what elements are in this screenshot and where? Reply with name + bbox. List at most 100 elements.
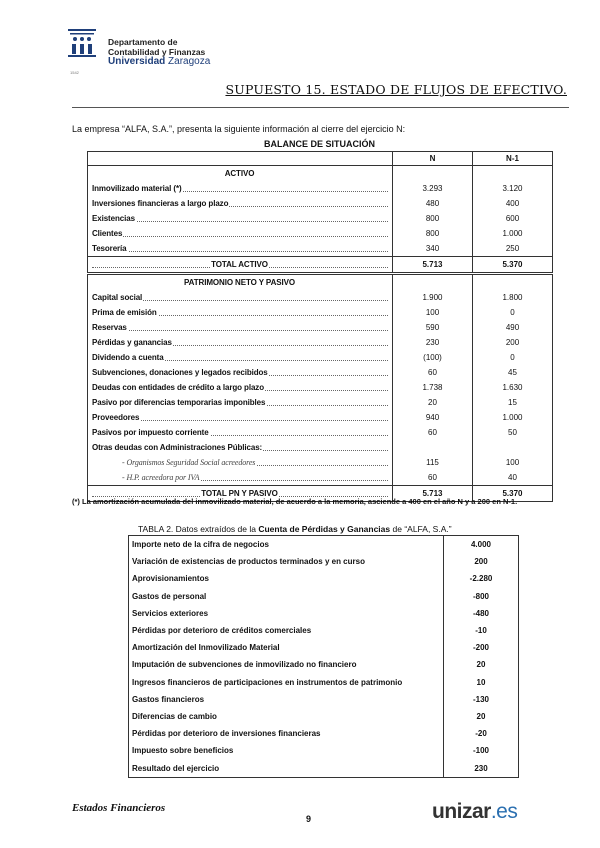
dot-leader [92, 345, 388, 346]
page-number: 9 [306, 814, 312, 824]
row-label-text: Otras deudas con Administraciones Públic… [92, 443, 264, 452]
value-n: 590 [392, 320, 473, 335]
value-n1: 40 [472, 470, 553, 486]
row-label: Inmovilizado material (*) [87, 181, 393, 196]
balance-row: Clientes 800 1.000 [87, 226, 553, 241]
value-n1: 200 [472, 335, 553, 350]
value-n: 230 [392, 335, 473, 350]
section-header-row: ACTIVO [87, 165, 553, 181]
balance-row: Pasivo por diferencias temporarias impon… [87, 395, 553, 410]
row-label-text: - H.P. acreedora por IVA [92, 473, 201, 482]
value-n: (100) [392, 350, 473, 365]
value-n1: 250 [472, 241, 553, 257]
value-n1: 1.000 [472, 226, 553, 241]
value-n1 [472, 165, 553, 181]
total-row: TOTAL PN Y PASIVO 5.713 5.370 [87, 485, 553, 502]
value-n: 1.900 [392, 290, 473, 305]
row-label-text: Proveedores [92, 413, 141, 422]
row-label-text: Inmovilizado material (*) [92, 184, 183, 193]
col-n1: N-1 [472, 151, 553, 166]
income-row: Imputación de subvenciones de inmoviliza… [128, 656, 519, 674]
value-n1: 490 [472, 320, 553, 335]
page-title: SUPUESTO 15. ESTADO DE FLUJOS DE EFECTIV… [225, 82, 567, 97]
value-n: 800 [392, 211, 473, 226]
row-label: Pasivo por diferencias temporarias impon… [87, 395, 393, 410]
value-n1: 45 [472, 365, 553, 380]
balance-row: Tesorería 340 250 [87, 241, 553, 257]
income-label: Gastos financieros [128, 690, 444, 708]
income-row: Variación de existencias de productos te… [128, 553, 519, 571]
income-value: -800 [443, 587, 519, 605]
col-n: N [392, 151, 473, 166]
dot-leader [92, 300, 388, 301]
value-n [392, 165, 473, 181]
row-label: PATRIMONIO NETO Y PASIVO [87, 273, 393, 290]
row-label: Otras deudas con Administraciones Públic… [87, 440, 393, 455]
value-n: 115 [392, 455, 473, 470]
balance-row: Otras deudas con Administraciones Públic… [87, 440, 553, 455]
income-label: Pérdidas por deterioro de créditos comer… [128, 621, 444, 640]
row-label: - Organismos Seguridad Social acreedores [87, 455, 393, 470]
value-n: 800 [392, 226, 473, 241]
row-label-text: Pasivo por diferencias temporarias impon… [92, 398, 267, 407]
value-n1: 3.120 [472, 181, 553, 196]
income-value: 230 [443, 759, 519, 778]
value-n: 1.738 [392, 380, 473, 395]
row-label: Subvenciones, donaciones y legados recib… [87, 365, 393, 380]
row-label-text: TOTAL ACTIVO [211, 260, 269, 269]
dot-leader [92, 206, 388, 207]
row-label-text: PATRIMONIO NETO Y PASIVO [184, 278, 296, 287]
dot-leader [92, 191, 388, 192]
value-n1: 15 [472, 395, 553, 410]
value-n: 480 [392, 196, 473, 211]
row-label: Reservas [87, 320, 393, 335]
row-label: Deudas con entidades de crédito a largo … [87, 380, 393, 395]
row-label: Existencias [87, 211, 393, 226]
dot-leader [92, 480, 388, 481]
value-n: 3.293 [392, 181, 473, 196]
income-label: Ingresos financieros de participaciones … [128, 673, 444, 691]
university-logo [68, 29, 96, 57]
income-value: -200 [443, 639, 519, 657]
income-value: -480 [443, 604, 519, 622]
dot-leader [92, 330, 388, 331]
income-row: Ingresos financieros de participaciones … [128, 673, 519, 691]
income-value: 20 [443, 656, 519, 674]
balance-row: Deudas con entidades de crédito a largo … [87, 380, 553, 395]
value-n: 340 [392, 241, 473, 257]
t2-title-bold: Cuenta de Pérdidas y Ganancias [258, 524, 391, 534]
value-n1: 100 [472, 455, 553, 470]
footer-title: Estados Financieros [72, 802, 166, 814]
balance-table: N N-1 ACTIVO Inmovilizado material (*) 3.2… [87, 151, 553, 502]
value-n: 5.713 [392, 256, 473, 275]
balance-row: Reservas 590 490 [87, 320, 553, 335]
value-n: 60 [392, 365, 473, 380]
balance-row: - Organismos Seguridad Social acreedores… [87, 455, 553, 470]
balance-row: Existencias 800 600 [87, 211, 553, 226]
row-label: Pérdidas y ganancias [87, 335, 393, 350]
row-label: Clientes [87, 226, 393, 241]
income-value: 20 [443, 707, 519, 726]
row-label-text: Pasivos por impuesto corriente [92, 428, 210, 437]
income-label: Gastos de personal [128, 587, 444, 605]
income-label: Diferencias de cambio [128, 707, 444, 726]
row-label-text: - Organismos Seguridad Social acreedores [92, 458, 257, 467]
value-n1: 0 [472, 305, 553, 320]
balance-row: Proveedores 940 1.000 [87, 410, 553, 425]
value-n: 940 [392, 410, 473, 425]
income-value: -10 [443, 621, 519, 640]
row-label-text: Dividendo a cuenta [92, 353, 165, 362]
balance-row: Pasivos por impuesto corriente 60 50 [87, 425, 553, 440]
income-label: Variación de existencias de productos te… [128, 553, 444, 571]
dept-line-2: Contabilidad y Finanzas [108, 47, 206, 57]
university-name: Universidad Zaragoza [108, 57, 210, 67]
row-label: Prima de emisión [87, 305, 393, 320]
value-n1: 1.000 [472, 410, 553, 425]
brand-suffix: .es [490, 800, 518, 823]
dot-leader [92, 435, 388, 436]
row-label: - H.P. acreedora por IVA [87, 470, 393, 486]
dot-leader [92, 221, 388, 222]
income-value: -130 [443, 690, 519, 708]
row-label: Pasivos por impuesto corriente [87, 425, 393, 440]
department-name: Departamento de Contabilidad y Finanzas … [108, 37, 210, 67]
